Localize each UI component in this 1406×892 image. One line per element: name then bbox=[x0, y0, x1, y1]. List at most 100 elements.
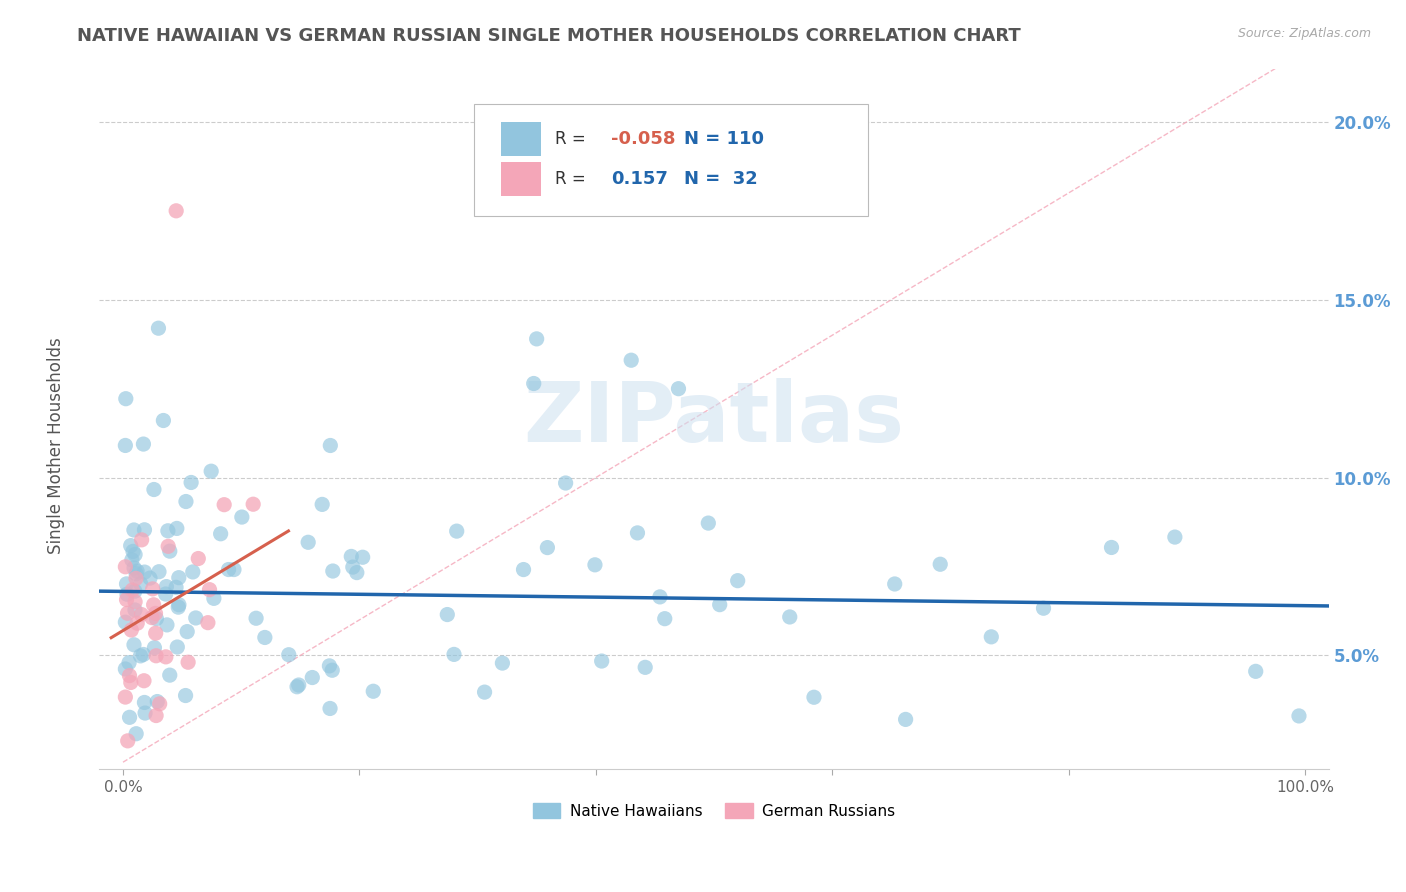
Native Hawaiians bbox=[132, 437, 155, 451]
Native Hawaiians bbox=[115, 587, 138, 601]
Native Hawaiians bbox=[218, 562, 240, 576]
Native Hawaiians bbox=[166, 640, 188, 654]
Native Hawaiians bbox=[114, 662, 136, 676]
Native Hawaiians bbox=[287, 678, 309, 692]
Native Hawaiians bbox=[125, 566, 148, 581]
Native Hawaiians bbox=[709, 598, 731, 612]
Native Hawaiians bbox=[174, 689, 197, 703]
Native Hawaiians bbox=[446, 524, 468, 538]
German Russians bbox=[198, 582, 221, 597]
Native Hawaiians bbox=[167, 598, 190, 612]
Native Hawaiians bbox=[1032, 601, 1054, 615]
Native Hawaiians bbox=[148, 565, 170, 579]
German Russians bbox=[145, 626, 167, 640]
German Russians bbox=[118, 668, 141, 682]
Native Hawaiians bbox=[340, 549, 363, 564]
German Russians bbox=[145, 607, 167, 621]
Text: ZIPatlas: ZIPatlas bbox=[523, 378, 904, 459]
Native Hawaiians bbox=[156, 618, 179, 632]
Native Hawaiians bbox=[803, 690, 825, 705]
Native Hawaiians bbox=[1288, 709, 1310, 723]
Native Hawaiians bbox=[166, 521, 188, 535]
German Russians bbox=[212, 498, 235, 512]
Native Hawaiians bbox=[184, 611, 207, 625]
Native Hawaiians bbox=[155, 580, 177, 594]
Native Hawaiians bbox=[124, 584, 146, 599]
Text: R =: R = bbox=[555, 129, 586, 147]
Native Hawaiians bbox=[634, 660, 657, 674]
German Russians bbox=[177, 655, 200, 669]
Native Hawaiians bbox=[155, 587, 177, 601]
Native Hawaiians bbox=[512, 563, 534, 577]
German Russians bbox=[145, 648, 167, 663]
Native Hawaiians bbox=[322, 564, 344, 578]
Native Hawaiians bbox=[697, 516, 720, 530]
Native Hawaiians bbox=[134, 523, 156, 537]
Native Hawaiians bbox=[146, 695, 169, 709]
German Russians bbox=[165, 203, 187, 218]
Native Hawaiians bbox=[152, 413, 174, 427]
Native Hawaiians bbox=[122, 561, 145, 575]
German Russians bbox=[242, 497, 264, 511]
Native Hawaiians bbox=[209, 526, 232, 541]
Native Hawaiians bbox=[311, 497, 333, 511]
German Russians bbox=[125, 571, 148, 585]
Native Hawaiians bbox=[1244, 665, 1267, 679]
German Russians bbox=[155, 649, 177, 664]
German Russians bbox=[114, 559, 136, 574]
German Russians bbox=[142, 582, 165, 596]
Native Hawaiians bbox=[200, 464, 222, 478]
Native Hawaiians bbox=[114, 615, 136, 629]
Native Hawaiians bbox=[727, 574, 749, 588]
Native Hawaiians bbox=[222, 562, 245, 576]
Native Hawaiians bbox=[277, 648, 299, 662]
Legend: Native Hawaiians, German Russians: Native Hawaiians, German Russians bbox=[527, 797, 901, 825]
Native Hawaiians bbox=[132, 648, 155, 662]
Text: NATIVE HAWAIIAN VS GERMAN RUSSIAN SINGLE MOTHER HOUSEHOLDS CORRELATION CHART: NATIVE HAWAIIAN VS GERMAN RUSSIAN SINGLE… bbox=[77, 27, 1021, 45]
Text: Source: ZipAtlas.com: Source: ZipAtlas.com bbox=[1237, 27, 1371, 40]
Native Hawaiians bbox=[591, 654, 613, 668]
Bar bbox=[502, 162, 541, 196]
Native Hawaiians bbox=[583, 558, 606, 572]
Native Hawaiians bbox=[980, 630, 1002, 644]
Native Hawaiians bbox=[176, 624, 198, 639]
German Russians bbox=[120, 675, 142, 690]
Native Hawaiians bbox=[929, 558, 952, 572]
Native Hawaiians bbox=[491, 656, 513, 670]
German Russians bbox=[121, 583, 143, 598]
Native Hawaiians bbox=[620, 353, 643, 368]
German Russians bbox=[157, 539, 180, 553]
Native Hawaiians bbox=[118, 710, 141, 724]
Native Hawaiians bbox=[114, 438, 136, 452]
Native Hawaiians bbox=[1101, 541, 1123, 555]
Native Hawaiians bbox=[648, 590, 671, 604]
Native Hawaiians bbox=[124, 603, 146, 617]
Native Hawaiians bbox=[319, 701, 342, 715]
Native Hawaiians bbox=[134, 706, 156, 720]
German Russians bbox=[127, 616, 149, 631]
German Russians bbox=[187, 551, 209, 566]
Native Hawaiians bbox=[124, 548, 146, 562]
Native Hawaiians bbox=[779, 610, 801, 624]
Native Hawaiians bbox=[526, 332, 548, 346]
Native Hawaiians bbox=[342, 560, 364, 574]
Native Hawaiians bbox=[143, 640, 166, 655]
Native Hawaiians bbox=[321, 663, 343, 677]
Native Hawaiians bbox=[536, 541, 558, 555]
German Russians bbox=[117, 734, 139, 748]
Text: N =  32: N = 32 bbox=[685, 169, 758, 187]
German Russians bbox=[132, 673, 155, 688]
Native Hawaiians bbox=[319, 438, 342, 452]
Native Hawaiians bbox=[654, 612, 676, 626]
Native Hawaiians bbox=[181, 565, 204, 579]
Native Hawaiians bbox=[443, 648, 465, 662]
Native Hawaiians bbox=[231, 510, 253, 524]
German Russians bbox=[131, 607, 153, 622]
German Russians bbox=[131, 533, 153, 547]
Native Hawaiians bbox=[129, 577, 152, 591]
Native Hawaiians bbox=[301, 671, 323, 685]
Native Hawaiians bbox=[297, 535, 319, 549]
FancyBboxPatch shape bbox=[474, 103, 868, 216]
Native Hawaiians bbox=[245, 611, 267, 625]
Native Hawaiians bbox=[122, 523, 145, 537]
